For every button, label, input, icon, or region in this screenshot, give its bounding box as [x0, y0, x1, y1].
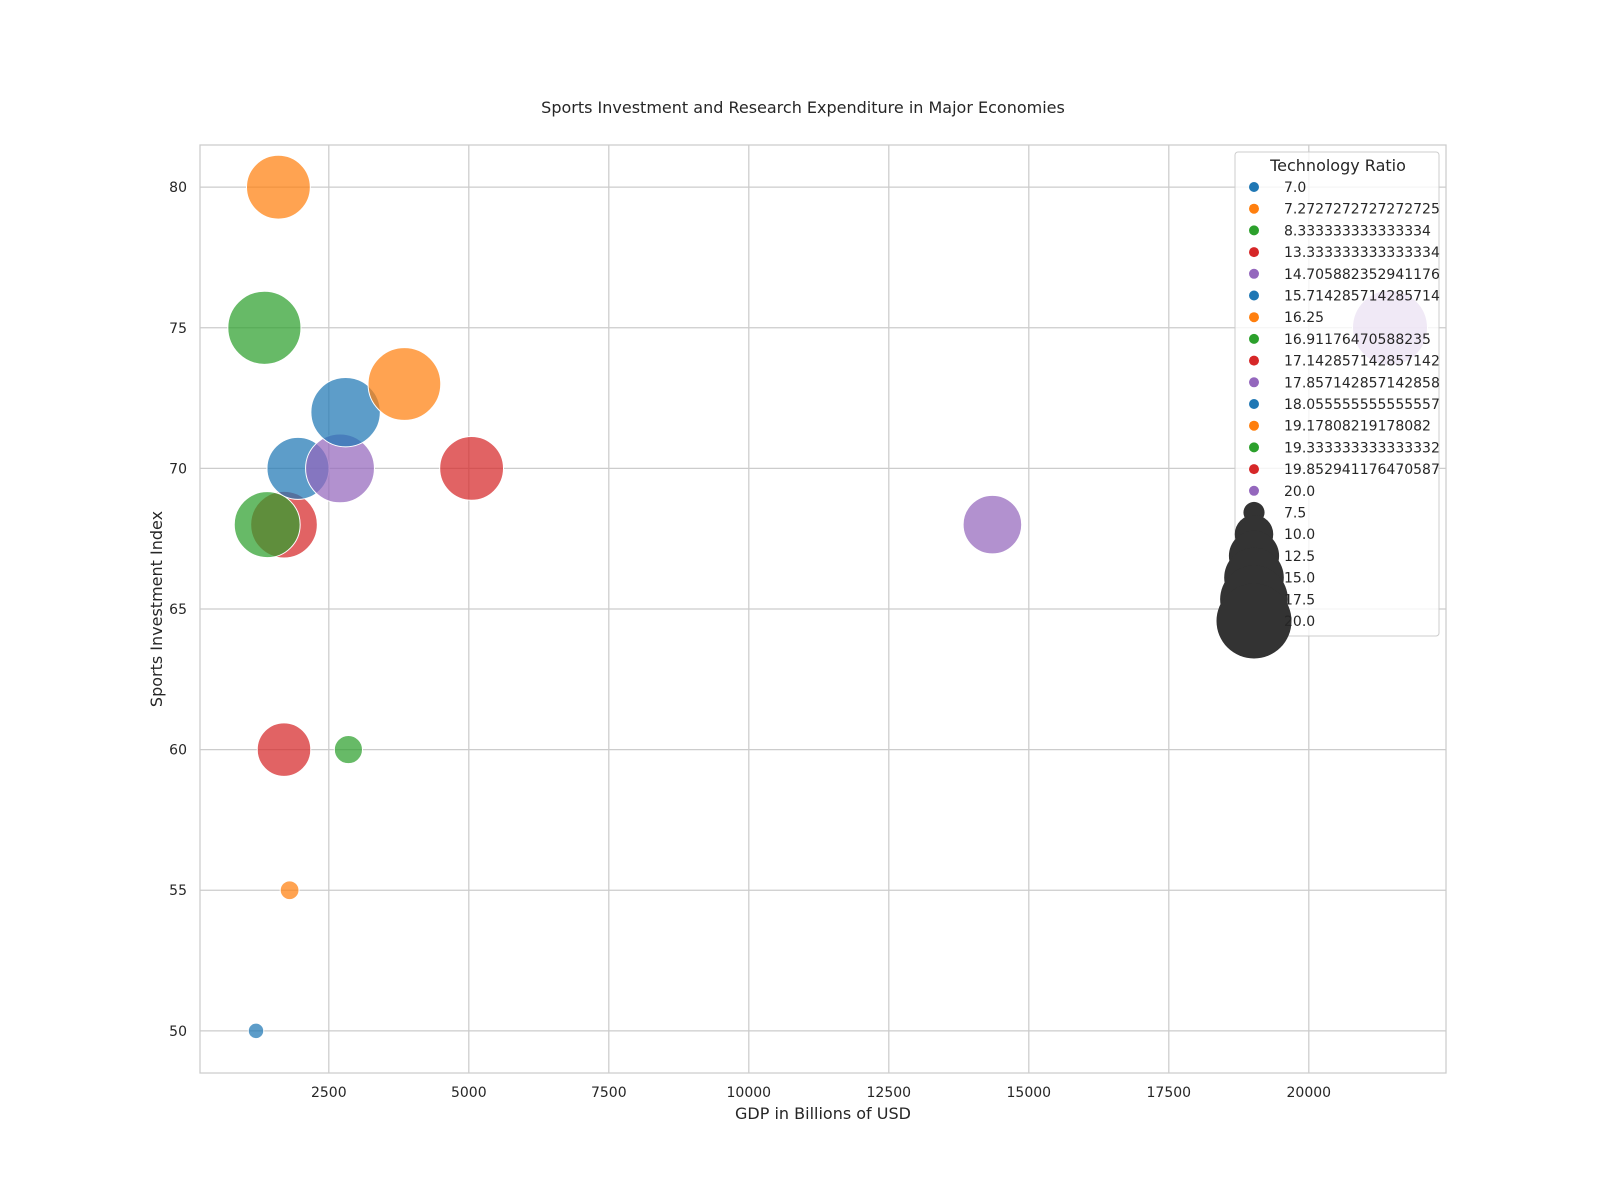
legend-label: 19.17808219178082: [1284, 419, 1431, 435]
y-tick-label: 65: [169, 602, 187, 618]
legend-label: 14.705882352941176: [1284, 267, 1440, 283]
x-tick-label: 2500: [311, 1085, 347, 1101]
legend-size-label: 10.0: [1284, 527, 1315, 543]
y-tick-label: 55: [169, 883, 187, 899]
x-axis-label: GDP in Billions of USD: [735, 1104, 911, 1123]
legend-label: 18.055555555555557: [1284, 397, 1440, 413]
y-tick-label: 75: [169, 321, 187, 337]
x-tick-label: 15000: [1007, 1085, 1052, 1101]
data-point: [247, 1022, 265, 1040]
legend-marker: [1249, 182, 1259, 192]
legend-box: [1234, 151, 1440, 637]
legend-marker: [1249, 355, 1259, 366]
legend-marker: [1249, 312, 1259, 323]
legend-label: 16.25: [1284, 310, 1324, 326]
legend-label: 19.852941176470587: [1284, 462, 1440, 478]
legend: Technology Ratio 7.0 7.2727272727272725 8.…: [1216, 151, 1440, 659]
chart-title: Sports Investment and Research Expenditu…: [541, 98, 1065, 117]
data-point: [367, 347, 442, 421]
y-tick-label: 70: [169, 461, 187, 477]
legend-label: 8.333333333333334: [1284, 223, 1431, 239]
legend-marker: [1249, 333, 1259, 344]
legend-marker: [1249, 399, 1259, 409]
y-tick-label: 80: [169, 180, 187, 196]
legend-label: 15.714285714285714: [1284, 289, 1440, 305]
data-point: [279, 880, 300, 901]
legend-label: 17.142857142857142: [1284, 354, 1440, 370]
legend-label: 20.0: [1284, 484, 1315, 500]
legend-label: 13.333333333333334: [1284, 245, 1440, 261]
data-point: [256, 722, 312, 777]
x-tick-label: 5000: [451, 1085, 487, 1101]
legend-marker: [1249, 464, 1259, 475]
data-point: [333, 735, 363, 765]
data-point: [227, 290, 302, 365]
x-tick-label: 7500: [591, 1085, 627, 1101]
y-axis-ticks: 50 55 60 65 70 75 80: [169, 180, 187, 1040]
x-tick-label: 10000: [727, 1085, 772, 1101]
legend-size-label: 17.5: [1284, 592, 1315, 608]
x-tick-label: 20000: [1287, 1085, 1332, 1101]
legend-label: 16.91176470588235: [1284, 332, 1431, 348]
legend-size-label: 7.5: [1284, 506, 1306, 522]
legend-size-label: 15.0: [1284, 571, 1315, 587]
legend-label: 7.0: [1284, 180, 1306, 196]
legend-marker: [1249, 290, 1259, 301]
x-tick-label: 12500: [867, 1085, 912, 1101]
data-point: [310, 376, 381, 448]
y-axis-label: Sports Investment Index: [147, 511, 166, 707]
legend-marker: [1249, 268, 1259, 279]
legend-marker: [1249, 442, 1259, 453]
x-axis-ticks: 2500 5000 7500 10000 12500 15000 17500 20000: [311, 1085, 1331, 1101]
legend-size-label: 12.5: [1284, 549, 1315, 565]
legend-marker: [1249, 225, 1259, 236]
legend-marker: [1249, 420, 1259, 431]
legend-title: Technology Ratio: [1269, 156, 1406, 175]
data-point: [962, 494, 1023, 555]
data-point: [233, 491, 301, 559]
legend-label: 7.2727272727272725: [1284, 202, 1440, 218]
legend-label: 17.857142857142858: [1284, 375, 1440, 391]
plot-frame: [199, 144, 1447, 1074]
y-tick-label: 60: [169, 743, 187, 759]
legend-marker: [1249, 377, 1259, 388]
x-tick-label: 17500: [1147, 1085, 1192, 1101]
data-point: [245, 154, 311, 220]
data-point: [439, 435, 505, 501]
y-tick-label: 50: [169, 1024, 187, 1040]
legend-label: 19.333333333333332: [1284, 440, 1440, 456]
legend-marker: [1249, 203, 1259, 214]
legend-marker: [1249, 485, 1259, 496]
legend-size-label: 20.0: [1284, 614, 1315, 630]
legend-size-marker: [1216, 583, 1292, 659]
legend-marker: [1249, 247, 1259, 258]
